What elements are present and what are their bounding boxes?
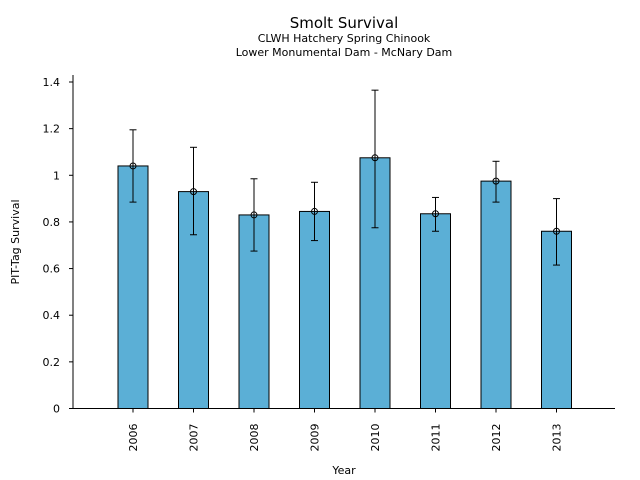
x-tick-label: 2008 (248, 424, 261, 452)
bar-2006 (117, 165, 149, 409)
x-tick-label: 2012 (490, 424, 503, 452)
y-tick-label: 0 (53, 403, 60, 416)
x-tick-label: 2009 (309, 424, 322, 452)
point-marker-2011 (432, 210, 439, 218)
plot-area: 0 0.2 0.4 0.6 0.8 1 1.2 1.4 2006 2007 2008 2009 2010… (43, 76, 572, 452)
y-tick-label: 0.2 (43, 356, 61, 369)
chart-subtitle-line-2: Lower Monumental Dam - McNary Dam (236, 46, 453, 59)
x-tick-label: 2011 (430, 424, 443, 452)
point-marker-2007 (190, 188, 197, 196)
chart-subtitle-line-1: CLWH Hatchery Spring Chinook (258, 32, 431, 45)
y-tick-label: 1.2 (43, 123, 61, 136)
point-marker-2012 (492, 177, 500, 185)
y-tick-label: 0.4 (43, 309, 61, 322)
y-tick-label: 0.8 (43, 216, 61, 229)
y-tick-label: 1 (53, 169, 60, 182)
point-marker-2006 (129, 162, 137, 170)
point-marker-2009 (311, 207, 318, 215)
x-tick-label: 2006 (127, 424, 140, 452)
x-tick-label: 2010 (369, 424, 382, 452)
point-marker-2013 (553, 227, 560, 235)
bar-2011 (420, 213, 451, 409)
x-tick-label: 2013 (551, 424, 564, 452)
y-axis-label: PIT-Tag Survival (9, 199, 22, 284)
y-tick-label: 1.4 (43, 76, 61, 89)
x-axis-label: Year (331, 464, 356, 477)
chart-title: Smolt Survival (290, 14, 399, 32)
point-marker-2010 (371, 154, 379, 162)
point-marker-2008 (250, 211, 258, 219)
x-tick-label: 2007 (188, 424, 201, 452)
bar-2012 (480, 180, 512, 409)
y-tick-label: 0.6 (43, 263, 61, 276)
